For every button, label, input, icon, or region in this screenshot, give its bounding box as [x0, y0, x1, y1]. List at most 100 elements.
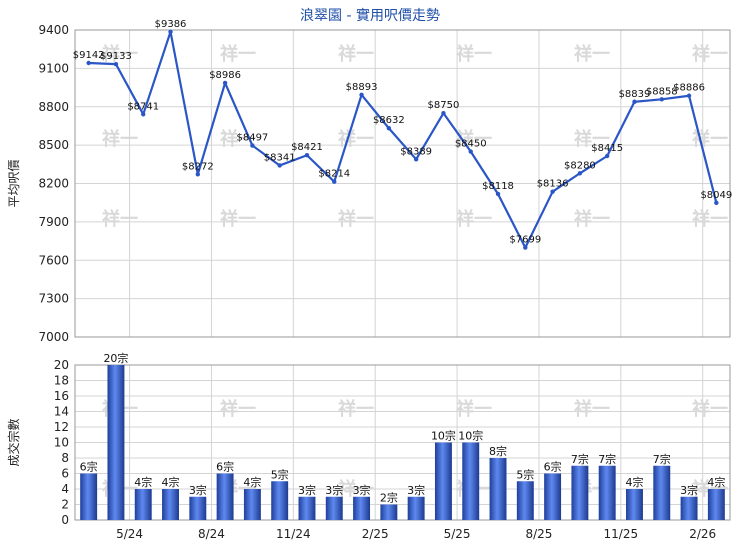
volume-bar — [216, 473, 234, 520]
x-tick-label: 11/25 — [604, 527, 639, 541]
watermark-text: 祥一 — [338, 43, 374, 65]
x-tick-label: 8/24 — [198, 527, 225, 541]
price-ytick-label: 7900 — [38, 215, 69, 229]
watermark-text: 祥一 — [338, 478, 374, 500]
watermark-text: 祥一 — [574, 128, 610, 150]
watermark-text: 祥一 — [456, 398, 492, 420]
price-point — [714, 200, 719, 206]
volume-bar — [462, 442, 480, 520]
price-point-label: $8750 — [428, 100, 460, 111]
price-point — [495, 191, 501, 197]
watermark-text: 祥一 — [338, 128, 374, 150]
volume-bar — [516, 481, 534, 520]
volume-ytick-label: 6 — [61, 467, 69, 481]
price-plot-frame — [74, 29, 731, 338]
volume-bar-label: 3宗 — [298, 483, 316, 497]
volume-bar — [107, 365, 125, 520]
price-point — [632, 99, 637, 104]
price-point-label: $9142 — [73, 50, 105, 61]
volume-plot-frame — [74, 364, 731, 521]
volume-bar — [298, 496, 316, 520]
price-ytick-label: 9100 — [38, 61, 69, 75]
price-point-label: $8214 — [318, 169, 350, 180]
price-point — [195, 172, 201, 177]
chart-title: 浪翠園 - 實用呎價走勢 — [300, 7, 440, 24]
price-point-label: $8986 — [209, 70, 241, 81]
price-point-label: $8858 — [646, 86, 678, 97]
volume-ytick-label: 20 — [54, 358, 69, 372]
price-point-label: $8341 — [264, 152, 296, 163]
volume-bar-label: 4宗 — [243, 475, 261, 489]
watermark-text: 祥一 — [220, 398, 256, 420]
watermark-text: 祥一 — [574, 43, 610, 65]
volume-bar-label: 4宗 — [625, 475, 643, 489]
volume-bar — [571, 465, 589, 520]
volume-bar — [325, 496, 343, 520]
watermark-text: 祥一 — [692, 43, 728, 65]
volume-ytick-label: 12 — [54, 420, 69, 434]
x-tick-label: 2/26 — [689, 527, 716, 541]
volume-bar-label: 4宗 — [134, 475, 152, 489]
volume-bar-label: 3宗 — [353, 483, 371, 497]
volume-ytick-label: 14 — [54, 405, 69, 419]
volume-bar-label: 20宗 — [103, 351, 128, 365]
volume-bar — [680, 496, 698, 520]
price-point-label: $8893 — [346, 82, 378, 93]
volume-bar — [134, 489, 152, 520]
price-point-label: $8049 — [700, 190, 732, 201]
price-point — [604, 153, 610, 159]
price-point-label: $8280 — [564, 160, 596, 171]
price-point-label: $8272 — [182, 161, 214, 172]
price-point — [550, 189, 555, 194]
price-ytick-label: 9400 — [38, 23, 69, 37]
price-point — [468, 149, 473, 154]
price-ytick-label: 7600 — [38, 253, 69, 267]
volume-bar — [353, 496, 371, 520]
volume-bar-label: 3宗 — [680, 483, 698, 497]
price-point — [359, 92, 364, 98]
volume-bar — [380, 504, 398, 520]
price-point-label: $8632 — [373, 115, 405, 126]
price-point — [577, 171, 583, 176]
price-ytick-label: 8800 — [38, 100, 69, 114]
price-point-label: $8118 — [482, 181, 514, 192]
volume-bar — [271, 481, 289, 520]
bar-series — [80, 365, 725, 520]
price-ylabel: 平均呎價 — [7, 159, 21, 207]
price-point — [250, 143, 255, 148]
price-point — [222, 80, 228, 86]
volume-bar-label: 3宗 — [407, 483, 425, 497]
volume-bar — [707, 489, 725, 520]
volume-ytick-label: 18 — [54, 374, 69, 388]
price-point — [332, 179, 337, 184]
watermark-text: 祥一 — [574, 398, 610, 420]
volume-bar-label: 10宗 — [431, 429, 456, 443]
price-point — [523, 245, 528, 250]
price-line — [88, 30, 718, 249]
volume-bar-label: 6宗 — [544, 460, 562, 474]
volume-ytick-label: 10 — [54, 436, 69, 450]
axes-layer: 700073007600790082008500880091009400平均呎價… — [6, 23, 731, 541]
volume-bar-label: 7宗 — [598, 452, 616, 466]
watermark-text: 祥一 — [220, 208, 256, 230]
volume-bar-label: 3宗 — [189, 483, 207, 497]
price-point — [686, 93, 692, 98]
volume-bar — [162, 489, 179, 520]
volume-ytick-label: 0 — [61, 513, 69, 527]
volume-bar-label: 5宗 — [271, 467, 289, 481]
volume-bar-label: 7宗 — [653, 452, 671, 466]
grid-layer — [75, 29, 730, 521]
price-point-label: $9386 — [155, 19, 187, 30]
volume-bar-label: 8宗 — [489, 444, 507, 458]
price-point — [86, 60, 91, 66]
volume-bar — [434, 442, 452, 520]
volume-bar-label: 6宗 — [80, 460, 98, 474]
volume-bar-label: 4宗 — [707, 475, 725, 489]
volume-ylabel: 成交宗數 — [6, 418, 21, 466]
volume-bar — [653, 465, 671, 520]
volume-bar-label: 5宗 — [516, 467, 534, 481]
watermark-text: 祥一 — [338, 398, 374, 420]
price-point-label: $9133 — [100, 51, 132, 62]
price-point-label: $8415 — [591, 143, 623, 154]
